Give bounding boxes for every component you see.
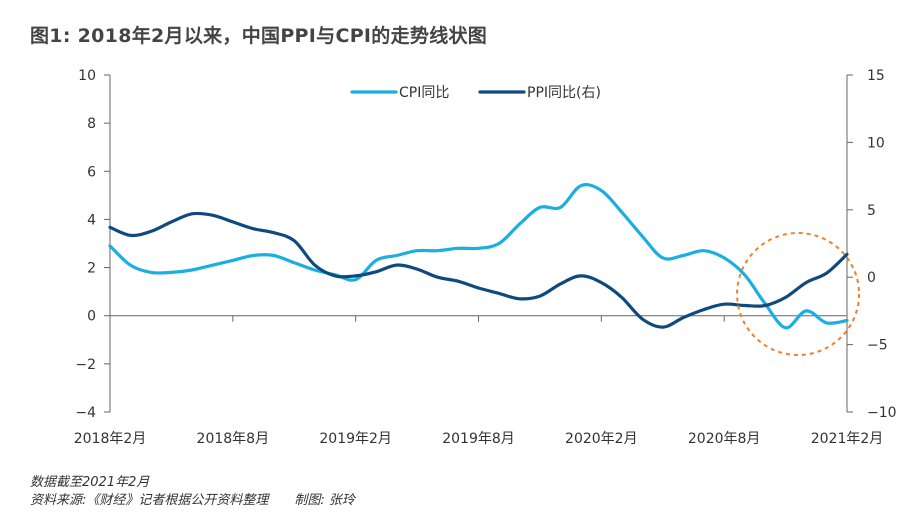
x-axis-tick-label: 2019年2月	[319, 431, 392, 447]
right-axis-tick-label: −5	[867, 338, 888, 354]
left-axis-tick-label: 4	[87, 212, 96, 228]
legend-label: PPI同比(右)	[527, 85, 601, 101]
data-cutoff-note: 数据截至2021年2月	[30, 475, 150, 490]
x-axis-tick-label: 2020年2月	[565, 431, 638, 447]
highlight-circle	[736, 232, 861, 356]
x-axis-tick-label: 2021年2月	[811, 431, 884, 447]
x-axis-tick-label: 2018年8月	[197, 431, 270, 447]
ppi-series-line	[108, 211, 849, 329]
cpi-series-line	[108, 183, 849, 330]
right-axis-tick-label: −10	[867, 405, 897, 421]
series-layer	[108, 183, 849, 330]
left-axis-tick-label: 8	[87, 116, 96, 132]
right-axis-tick-label: 10	[867, 135, 885, 151]
right-axis-tick-label: 0	[867, 270, 876, 286]
right-axis-tick-label: 15	[867, 68, 885, 84]
left-axis-tick-label: 0	[87, 309, 96, 325]
left-axis-tick-label: 2	[87, 261, 96, 277]
x-axis-tick-label: 2019年8月	[442, 431, 515, 447]
x-axis-tick-label: 2020年8月	[688, 431, 761, 447]
left-axis-tick-label: −4	[75, 405, 96, 421]
left-axis-tick-label: 10	[78, 68, 96, 84]
annotation-layer	[736, 232, 861, 356]
source-note: 资料来源:《财经》记者根据公开资料整理 制图: 张玲	[30, 493, 355, 508]
axes: 10 8 6 4 2 0 −2 −4 15 10 5 0 −5 −10 2018年2月 2018年8月 2019…	[74, 68, 897, 447]
right-axis-tick-label: 5	[867, 203, 876, 219]
x-axis-tick-label: 2018年2月	[74, 431, 147, 447]
legend: CPI同比 PPI同比(右)	[350, 85, 601, 101]
chart-title: 图1: 2018年2月以来，中国PPI与CPI的走势线状图	[30, 25, 488, 47]
left-axis-tick-label: 6	[87, 164, 96, 180]
left-axis-tick-label: −2	[75, 357, 96, 373]
legend-label: CPI同比	[399, 85, 449, 101]
